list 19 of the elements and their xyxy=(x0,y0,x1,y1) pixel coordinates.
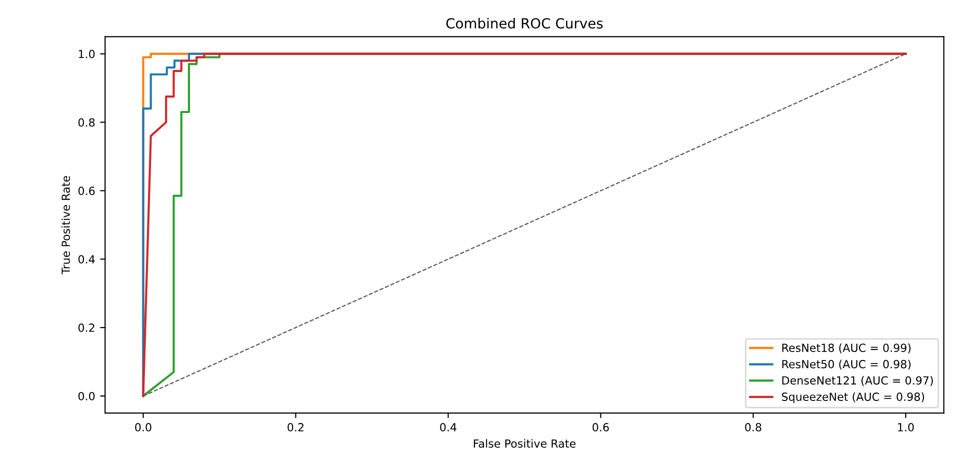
legend-label: DenseNet121 (AUC = 0.97) xyxy=(782,376,933,386)
x-tick-label: 1.0 xyxy=(898,423,914,432)
x-tick-label: 0.6 xyxy=(592,423,609,432)
x-tick-label: 0.4 xyxy=(440,423,456,432)
y-tick-label: 0.6 xyxy=(78,186,95,196)
x-axis-title: False Positive Rate xyxy=(474,439,576,448)
y-tick-label: 0.0 xyxy=(78,392,95,400)
legend-label: SqueezeNet (AUC = 0.98) xyxy=(782,392,924,404)
x-tick-label: 0.2 xyxy=(288,423,304,432)
legend-label: ResNet50 (AUC = 0.98) xyxy=(782,360,911,370)
y-axis-title: True Positive Rate xyxy=(61,176,70,274)
y-tick-label: 0.4 xyxy=(78,255,95,264)
y-tick-label: 0.2 xyxy=(78,324,94,332)
legend-label: ResNet18 (AUC = 0.99) xyxy=(782,343,911,354)
x-tick-label: 0.8 xyxy=(745,423,762,432)
y-tick-label: 0.8 xyxy=(78,118,95,127)
x-tick-label: 0.0 xyxy=(135,423,152,432)
chart-title: Combined ROC Curves xyxy=(446,18,603,29)
y-tick-label: 1.0 xyxy=(78,50,95,58)
